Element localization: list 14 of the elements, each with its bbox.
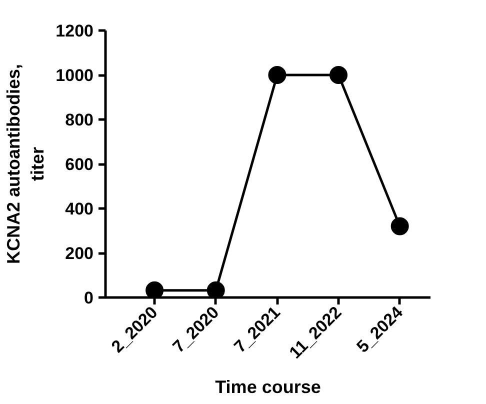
x-axis-title: Time course	[215, 377, 321, 398]
y-tick-label: 400	[65, 200, 94, 218]
y-tick-label: 800	[65, 110, 94, 130]
point	[268, 66, 286, 84]
point	[330, 66, 348, 84]
point	[146, 281, 164, 298]
point	[206, 281, 225, 298]
y-tick-label: 1200	[56, 22, 94, 40]
y-axis-title: KCNA2 autoantibodies, titer	[4, 64, 48, 264]
y-tick-label: 1000	[56, 66, 94, 85]
y-tick-label: 200	[65, 244, 94, 263]
point	[390, 217, 409, 236]
y-tick-label: 600	[65, 155, 94, 174]
y-tick-label: 0	[84, 288, 94, 308]
